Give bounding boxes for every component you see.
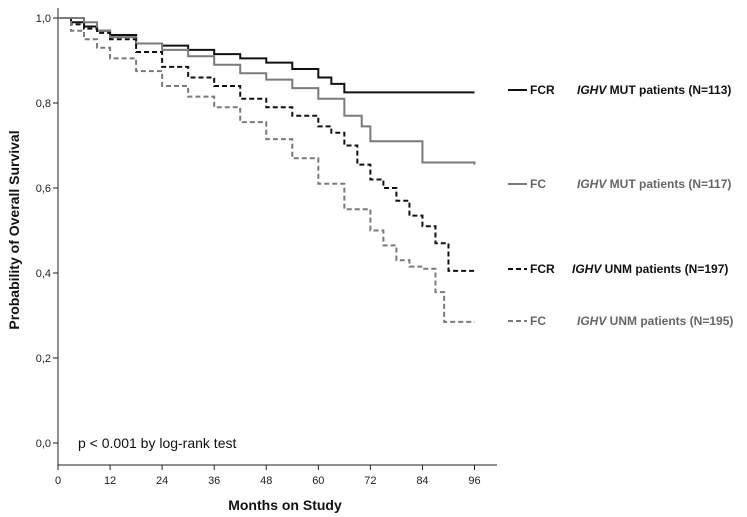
survival-curve-2 xyxy=(58,17,476,165)
y-tick-label-2: 0,4 xyxy=(36,268,51,280)
log-rank-annotation: p < 0.001 by log-rank test xyxy=(78,435,236,451)
x-tick-label-12: 12 xyxy=(104,475,116,487)
survival-curve-1 xyxy=(58,17,475,94)
y-tick-label-4: 0,8 xyxy=(36,98,51,110)
y-tick-label-5: 1,0 xyxy=(36,13,51,25)
legend-arm-1: FCR xyxy=(530,83,555,97)
legend-label-4: IGHV UNM patients (N=195) xyxy=(577,314,733,328)
x-tick-label-0: 0 xyxy=(55,475,61,487)
x-tick-label-60: 60 xyxy=(312,475,324,487)
x-tick-label-48: 48 xyxy=(260,475,272,487)
legend: FCR IGHV MUT patients (N=113) FC IGHV MUT p… xyxy=(508,83,733,328)
y-tick-label-3: 0,6 xyxy=(36,183,51,195)
y-axis-title: Probability of Overall Survival xyxy=(6,130,22,329)
legend-arm-2: FC xyxy=(530,177,546,191)
survival-curve-3 xyxy=(58,17,475,272)
legend-gene-3: IGHV xyxy=(572,262,602,276)
legend-label-2: IGHV MUT patients (N=117) xyxy=(577,177,731,191)
x-tick-label-96: 96 xyxy=(468,475,480,487)
x-axis-title: Months on Study xyxy=(228,497,342,513)
x-tick-label-72: 72 xyxy=(364,475,376,487)
x-tick-label-84: 84 xyxy=(416,475,428,487)
y-tick-label-0: 0,0 xyxy=(36,438,51,450)
legend-desc-1: MUT patients (N=113) xyxy=(606,83,731,97)
survival-curve-4 xyxy=(58,17,475,323)
legend-desc-2: MUT patients (N=117) xyxy=(606,177,731,191)
legend-gene-4: IGHV xyxy=(577,314,607,328)
y-tick-label-1: 0,2 xyxy=(36,353,51,365)
legend-arm-4: FC xyxy=(530,314,546,328)
survival-curves xyxy=(58,17,476,323)
x-tick-label-36: 36 xyxy=(208,475,220,487)
x-tick-label-24: 24 xyxy=(156,475,168,487)
legend-label-3: IGHV UNM patients (N=197) xyxy=(572,262,728,276)
legend-gene-2: IGHV xyxy=(577,177,607,191)
legend-label-1: IGHV MUT patients (N=113) xyxy=(577,83,731,97)
legend-desc-3: UNM patients (N=197) xyxy=(601,262,728,276)
legend-gene-1: IGHV xyxy=(577,83,607,97)
axes: 0 12 24 36 48 60 72 84 96 0,0 0,2 0,4 0,6 0,8 1,0 xyxy=(36,8,497,487)
legend-desc-4: UNM patients (N=195) xyxy=(606,314,733,328)
legend-arm-3: FCR xyxy=(530,262,555,276)
